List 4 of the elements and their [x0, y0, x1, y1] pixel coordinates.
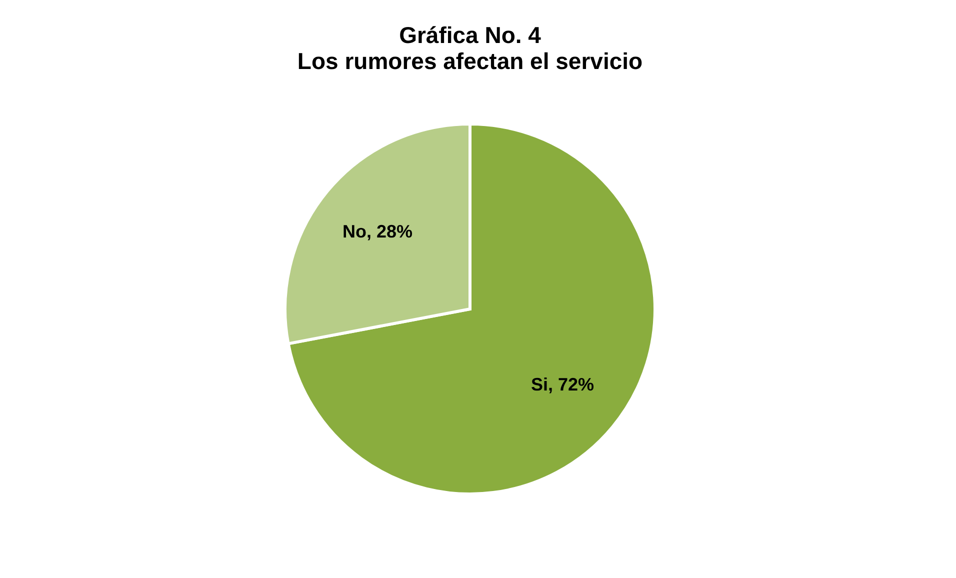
slice-label: Si, 72%	[530, 374, 594, 394]
chart-title: Gráfica No. 4	[399, 22, 542, 48]
slice-label: No, 28%	[342, 222, 413, 242]
chart-subtitle: Los rumores afectan el servicio	[297, 48, 643, 74]
